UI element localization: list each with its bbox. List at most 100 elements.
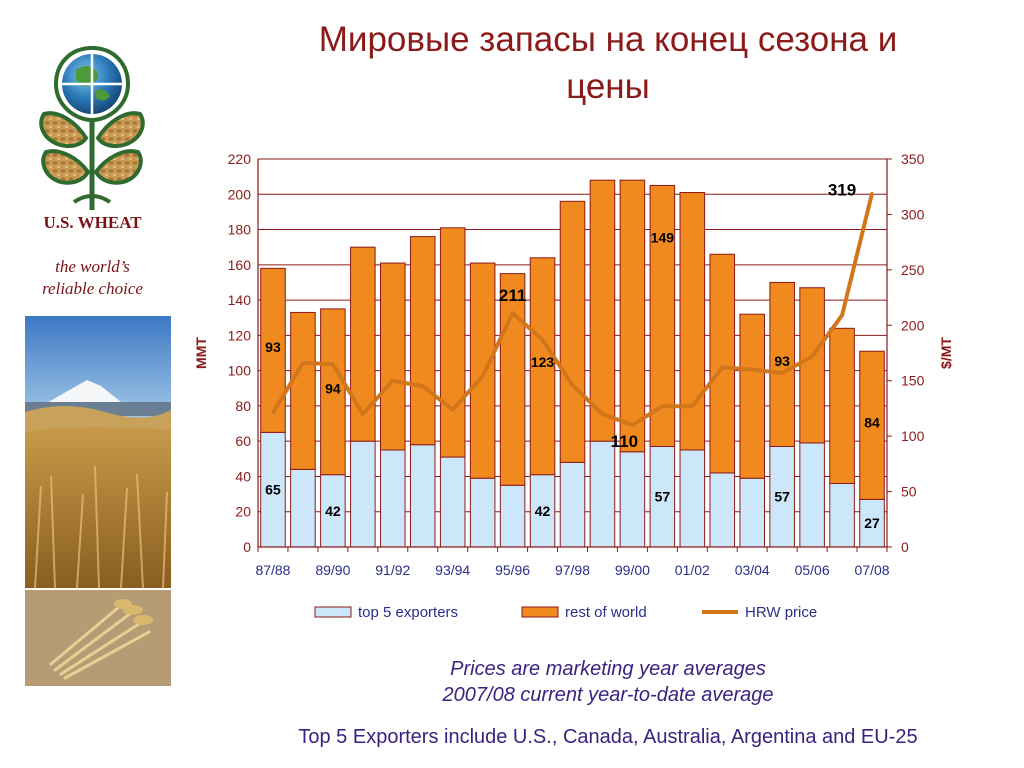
y-tick-label: 0 [243,539,251,555]
hrw-price-point [421,384,425,388]
bar-top5-exporters [320,474,346,548]
bar-rest-of-world [290,311,316,470]
y-axis-title: MMT [193,337,209,369]
data-label: 149 [651,230,675,246]
bar-rest-of-world [709,253,736,474]
bar-rest-of-world [739,313,765,479]
data-label: 84 [864,414,880,430]
y-tick-label: 140 [228,292,252,308]
bar-top5-exporters [709,472,736,548]
chart-notes: Prices are marketing year averages 2007/… [200,656,1016,708]
hrw-price-point [571,383,574,387]
data-label: 42 [535,503,551,519]
bar-top5-exporters [290,468,316,548]
hrw-price-point [630,423,634,427]
x-tick-label: 99/00 [615,562,650,578]
brand-column: U.S. WHEAT the world’s reliable choice [0,0,185,768]
y-tick-label: 220 [228,151,252,167]
x-tick-label: 93/94 [435,562,470,578]
bar-rest-of-world [409,236,436,446]
data-label: 27 [864,515,880,531]
bar-top5-exporters [439,456,466,548]
data-label: 319 [828,180,856,199]
bar-rest-of-world [469,262,496,479]
exporters-footnote: Top 5 Exporters include U.S., Canada, Au… [298,726,918,748]
x-tick-label: 07/08 [855,562,890,578]
bar-top5-exporters [499,484,526,548]
bar-rest-of-world [260,267,286,433]
data-label: 65 [265,482,281,498]
y2-axis-title: $/MT [938,337,954,369]
wheat-field-photo [25,316,171,588]
note-marketing-year: Prices are marketing year averages [450,658,766,680]
y-tick-label: 20 [235,504,251,520]
hrw-price-point [511,311,515,315]
x-tick-label: 91/92 [375,562,410,578]
y-tick-label: 60 [235,433,251,449]
bar-top5-exporters [769,445,795,548]
data-label: 42 [325,503,341,519]
x-tick-label: 87/88 [255,562,290,578]
data-label: 110 [611,432,638,451]
us-wheat-logo [39,45,145,210]
hrw-price-point [301,361,305,365]
bar-rest-of-world [769,281,795,447]
x-tick-label: 97/98 [555,562,590,578]
y2-tick-label: 250 [901,262,925,278]
data-label: 93 [265,339,281,355]
y-tick-label: 160 [228,257,252,273]
hrw-price-point [660,404,664,408]
y2-tick-label: 0 [901,539,909,555]
y-tick-label: 40 [235,468,251,484]
bar-top5-exporters [649,445,676,548]
bar-rest-of-world [320,308,346,476]
bar-top5-exporters [350,440,376,548]
bar-rest-of-world [619,179,646,453]
hrw-price-point [481,374,485,378]
hrw-price-point [810,354,814,358]
bar-top5-exporters [409,444,436,548]
x-tick-label: 05/06 [795,562,830,578]
bar-top5-exporters [469,477,496,548]
bar-top5-exporters [260,431,286,548]
bar-rest-of-world [679,192,706,451]
legend-label-price: HRW price [745,604,817,621]
note-year-to-date: 2007/08 current year-to-date average [442,684,774,706]
x-tick-label: 01/02 [675,562,710,578]
bar-top5-exporters [799,442,825,548]
bar-rest-of-world [799,287,825,444]
brand-tagline: the world’s reliable choice [42,257,143,298]
legend-label-rest: rest of world [565,604,647,621]
legend-swatch-rest [521,606,559,618]
hrw-price-point [391,379,395,383]
slide-title: Мировые запасы на конец сезона и цены [318,20,898,106]
y-tick-label: 100 [228,363,252,379]
y-tick-label: 200 [228,186,252,202]
bar-top5-exporters [529,474,556,548]
bar-rest-of-world [859,350,885,500]
data-label: 57 [655,489,671,505]
y2-tick-label: 350 [901,151,925,167]
hrw-price-point [271,411,275,415]
x-tick-label: 03/04 [735,562,770,578]
legend-swatch-top5 [314,606,352,618]
hrw-price-point [451,408,455,412]
stocks-and-prices-chart: 0 20 40 60 80 100 120 140 160 180 200 220 0 50 100 150 2… [193,151,954,621]
y-tick-label: 120 [228,327,252,343]
hrw-price-point [720,365,724,369]
hrw-price-point [870,191,874,195]
bar-rest-of-world [380,262,406,451]
bar-top5-exporters [559,461,586,548]
data-label: 94 [325,380,341,396]
bar-rest-of-world [439,227,466,458]
bar-rest-of-world [589,179,616,442]
y2-tick-label: 150 [901,373,925,389]
y2-tick-label: 50 [901,484,917,500]
x-tick-label: 89/90 [315,562,350,578]
data-label: 57 [774,489,790,505]
wheat-sheaf-photo [25,590,171,686]
bar-rest-of-world [499,273,526,486]
y-tick-label: 180 [228,222,252,238]
bar-top5-exporters [739,477,765,548]
y2-tick-label: 200 [901,317,925,333]
